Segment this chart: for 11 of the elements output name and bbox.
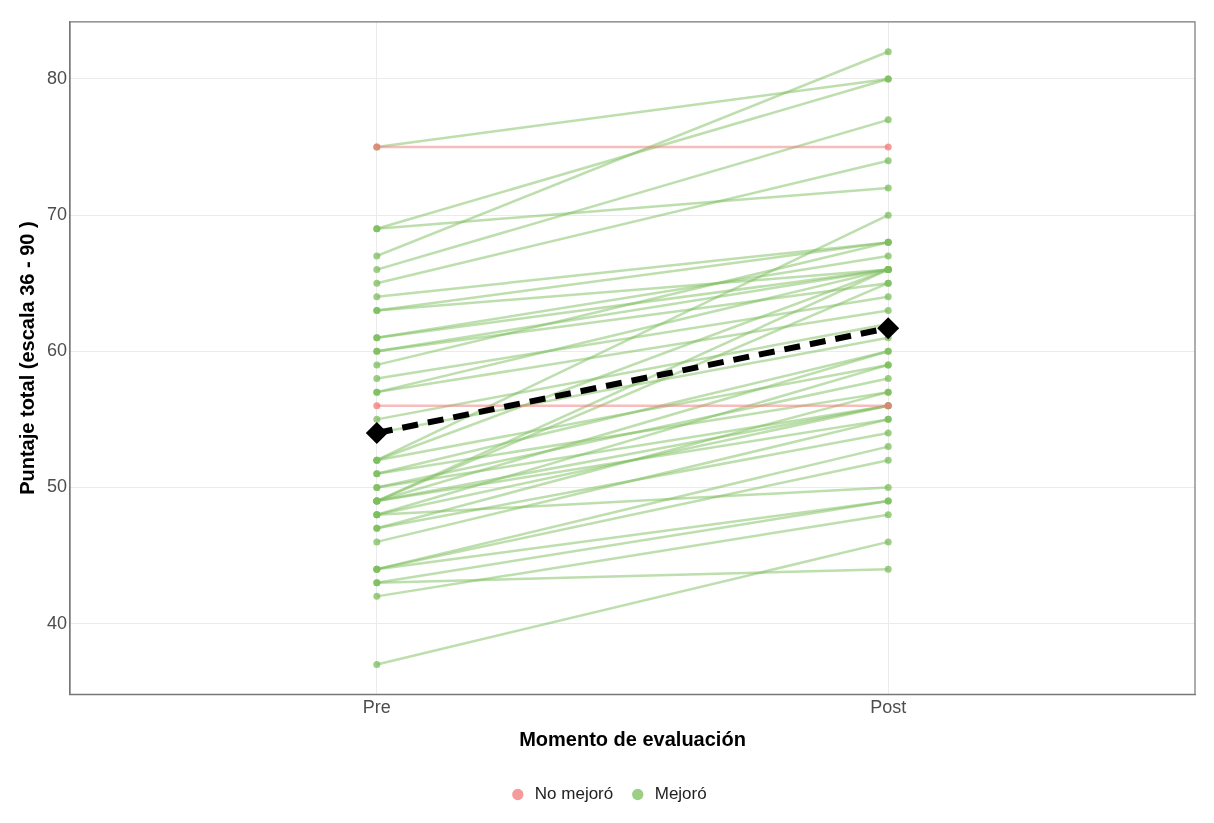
y-tick-label: 70 [46,204,68,225]
x-tick-label: Post [870,697,907,718]
y-tick-label: 50 [46,476,68,497]
legend-label: No mejoró [534,784,614,804]
y-tick-label: 60 [46,340,68,361]
x-tick-label: Pre [362,697,391,718]
y-axis-title: Puntaje total (escala 36 - 90 ) [15,221,38,495]
x-axis-title: Momento de evaluación [519,727,746,750]
y-tick-label: 40 [46,612,68,633]
legend-label: Mejoró [654,784,707,804]
y-tick-label: 80 [46,67,68,88]
